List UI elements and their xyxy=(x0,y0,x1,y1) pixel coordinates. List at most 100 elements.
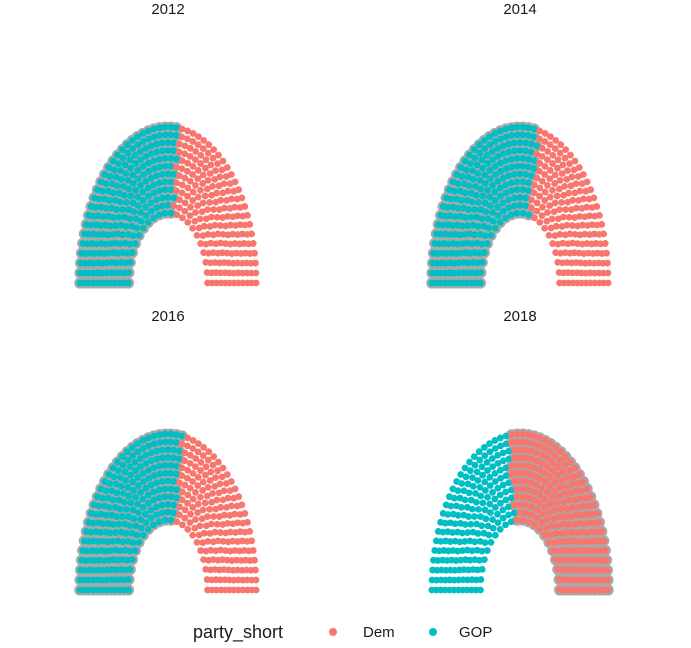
seat-gop xyxy=(119,206,126,213)
seat-gop xyxy=(129,506,137,514)
seat-dem xyxy=(510,501,518,509)
seat-dem xyxy=(219,157,227,165)
seat-dem xyxy=(197,467,204,474)
seat-gop xyxy=(499,481,507,489)
seat-dem xyxy=(522,446,530,454)
seat-gop xyxy=(99,520,107,528)
seat-gop xyxy=(513,131,521,139)
seat-gop xyxy=(175,455,183,463)
seat-dem xyxy=(543,156,551,164)
seat-gop xyxy=(513,154,521,162)
seat-gop xyxy=(480,249,488,257)
seat-dem xyxy=(189,197,197,204)
seat-gop xyxy=(131,240,139,247)
seat-gop xyxy=(120,191,128,199)
seat-gop xyxy=(104,538,112,546)
seat-gop xyxy=(530,157,538,165)
seat-dem xyxy=(513,461,521,469)
seats-2014 xyxy=(428,123,612,287)
seat-gop xyxy=(491,171,499,178)
seat-dem xyxy=(213,189,221,197)
seat-gop xyxy=(109,189,117,197)
seat-dem xyxy=(530,488,538,496)
seat-dem xyxy=(239,586,247,594)
seat-gop xyxy=(134,448,142,456)
seat-gop xyxy=(122,477,130,484)
seat-dem xyxy=(181,457,189,465)
seat-dem xyxy=(200,136,208,144)
seat-gop xyxy=(145,499,152,507)
seat-dem xyxy=(596,211,603,219)
seat-dem xyxy=(557,141,565,149)
seat-dem xyxy=(238,194,246,202)
seat-gop xyxy=(505,140,513,148)
seat-dem xyxy=(571,464,579,472)
seat-gop xyxy=(481,180,489,187)
seat-gop xyxy=(447,195,455,203)
seat-gop xyxy=(451,213,459,221)
seat-gop xyxy=(475,249,483,257)
seat-gop xyxy=(446,538,454,545)
seat-dem xyxy=(598,221,606,228)
seat-gop xyxy=(499,142,507,150)
seat-dem xyxy=(213,520,221,528)
seat-gop xyxy=(461,496,469,504)
seat-dem xyxy=(192,455,200,462)
seat-dem xyxy=(210,146,218,154)
seat-dem xyxy=(586,212,593,220)
seat-gop xyxy=(479,192,487,200)
seat-gop xyxy=(113,489,121,497)
seat-gop xyxy=(475,141,483,149)
seat-dem xyxy=(200,529,208,537)
seat-gop xyxy=(129,539,137,547)
seat-gop xyxy=(104,231,112,239)
seat-dem xyxy=(201,192,209,200)
seat-gop xyxy=(153,196,160,204)
seat-gop xyxy=(128,136,136,144)
seat-gop xyxy=(147,207,155,215)
seat-dem xyxy=(248,230,256,238)
seat-dem xyxy=(210,453,218,460)
seat-dem xyxy=(579,478,587,485)
seat-gop xyxy=(139,171,147,178)
seat-gop xyxy=(124,176,132,184)
legend: party_short Dem GOP xyxy=(193,622,492,643)
seat-gop xyxy=(131,151,139,159)
seat-gop xyxy=(125,576,133,583)
seat-gop xyxy=(161,438,169,446)
seat-dem xyxy=(195,224,203,232)
seat-dem xyxy=(536,466,544,474)
seat-gop xyxy=(129,171,137,179)
seat-dem xyxy=(547,531,555,539)
seat-gop xyxy=(451,520,459,528)
seat-gop xyxy=(132,186,139,194)
seat-gop xyxy=(474,170,482,177)
seat-gop xyxy=(462,166,470,174)
seat-dem xyxy=(564,586,572,594)
seat-gop xyxy=(167,469,175,477)
seat-dem xyxy=(189,495,197,503)
seat-gop xyxy=(491,162,499,170)
seat-gop xyxy=(480,529,488,537)
seat-dem xyxy=(588,528,596,536)
seat-gop xyxy=(123,556,131,564)
seat-gop xyxy=(461,189,469,197)
seat-gop xyxy=(132,493,139,501)
seat-gop xyxy=(491,531,499,539)
seat-gop xyxy=(468,505,476,513)
seat-gop xyxy=(175,447,183,455)
seat-gop xyxy=(134,500,142,508)
seat-dem xyxy=(197,240,205,247)
seat-gop xyxy=(491,445,499,452)
seat-dem xyxy=(565,496,573,504)
seat-gop xyxy=(489,217,497,225)
seat-dem xyxy=(549,467,556,474)
seat-gop xyxy=(142,203,149,211)
seat-gop xyxy=(156,155,163,163)
seat-gop xyxy=(156,494,163,502)
seat-dem xyxy=(186,484,194,492)
seat-dem xyxy=(199,145,207,152)
seat-dem xyxy=(184,192,191,200)
seat-gop xyxy=(466,458,473,466)
seat-dem xyxy=(197,151,205,159)
